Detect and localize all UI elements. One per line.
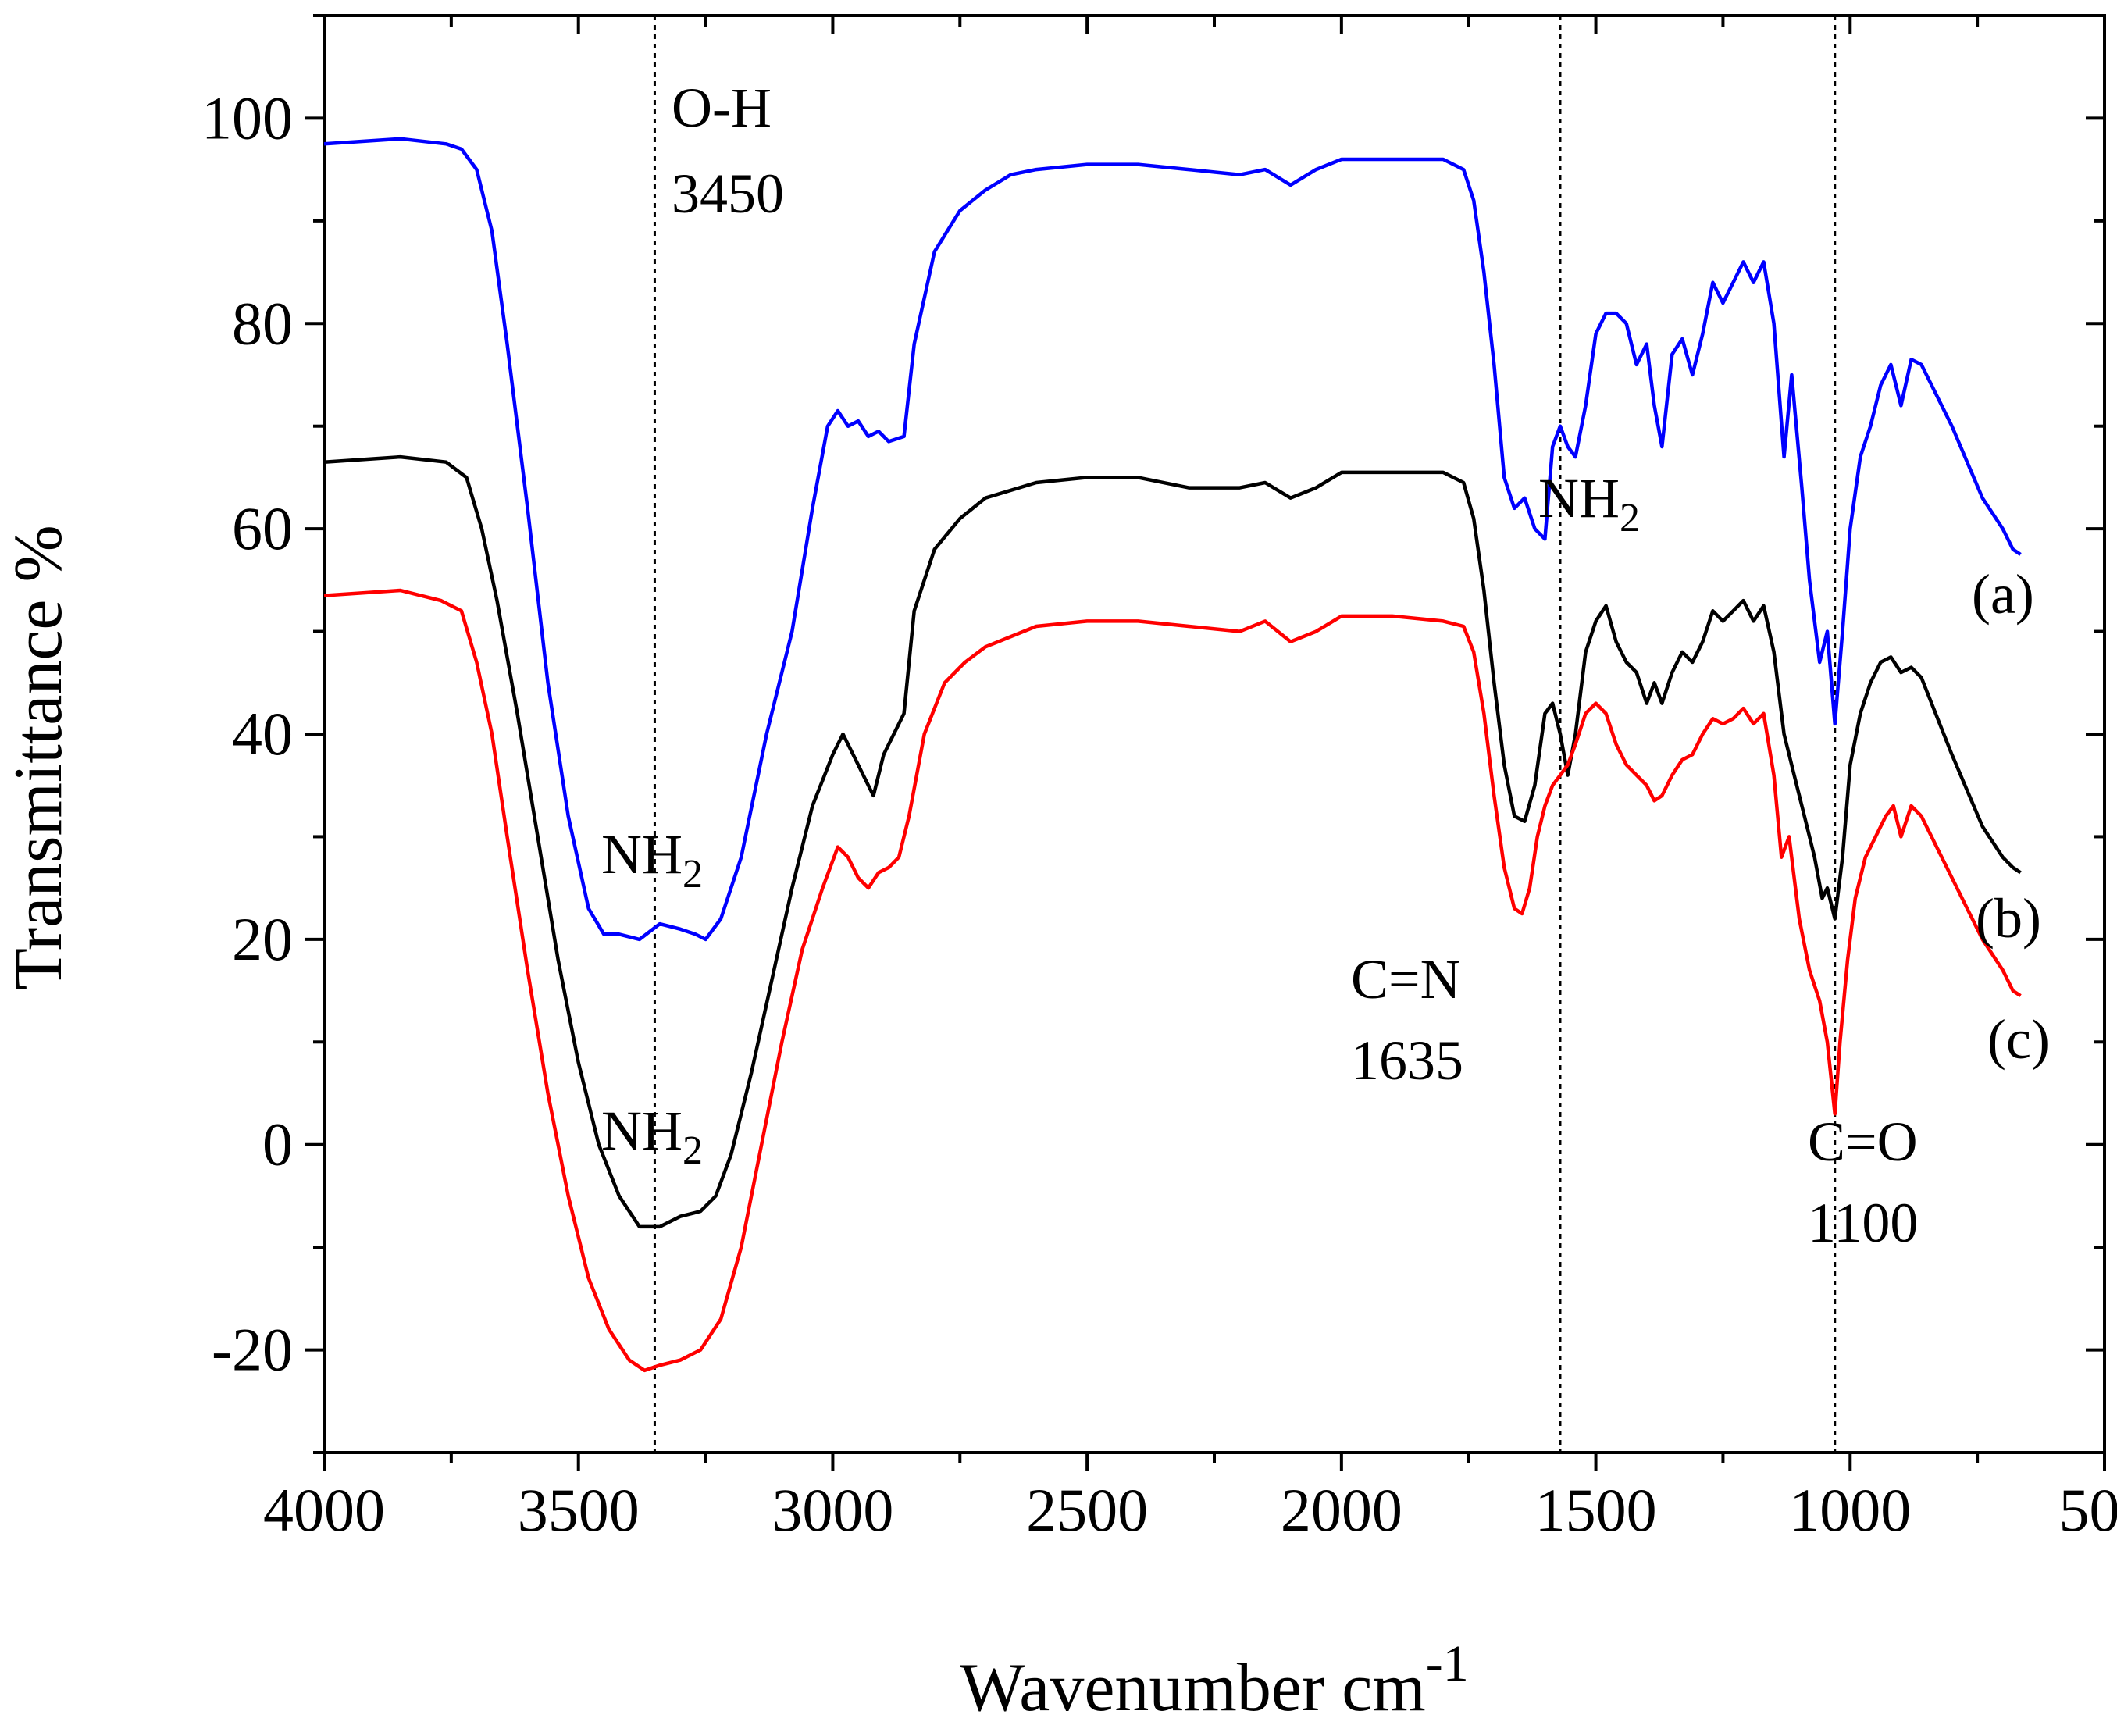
series-label-a: (a) bbox=[1972, 563, 2034, 626]
annotation-nh2-lower: NH2 bbox=[601, 1100, 703, 1173]
y-tick-label--20: -20 bbox=[212, 1316, 293, 1384]
x-tick-label-1000: 1000 bbox=[1789, 1476, 1911, 1544]
annotation-nh2-right-sub: 2 bbox=[1620, 496, 1640, 540]
y-tick-label-40: 40 bbox=[232, 700, 293, 768]
x-tick-label-3500: 3500 bbox=[518, 1476, 640, 1544]
series-line-a bbox=[323, 137, 2022, 942]
y-tick-label-20: 20 bbox=[232, 905, 293, 973]
annotation-nh2-right: NH2 bbox=[1538, 467, 1640, 540]
annotation-nh2-upper-sub: 2 bbox=[683, 852, 703, 897]
x-tick-label-4000: 4000 bbox=[263, 1476, 385, 1544]
annotation-cn-name: C=N bbox=[1351, 948, 1461, 1011]
series-group bbox=[323, 137, 2022, 1373]
reference-lines bbox=[653, 16, 1837, 1453]
y-tick-label-80: 80 bbox=[232, 289, 293, 357]
x-axis-label-text: Wavenumber cm bbox=[960, 1650, 1425, 1726]
annotation-nh2-right-main: NH bbox=[1538, 467, 1620, 529]
annotation-oh-wavenumber: 3450 bbox=[672, 162, 784, 225]
y-axis-label: Transmittance % bbox=[1, 525, 77, 990]
x-tick-label-2000: 2000 bbox=[1281, 1476, 1402, 1544]
annotation-nh2-lower-main: NH bbox=[601, 1100, 683, 1162]
annotation-co-wavenumber: 1100 bbox=[1808, 1192, 1918, 1254]
x-axis-label-superscript: -1 bbox=[1426, 1635, 1469, 1692]
y-tick-label-100: 100 bbox=[201, 84, 293, 151]
x-tick-label-500: 500 bbox=[2059, 1476, 2117, 1544]
series-label-b: (b) bbox=[1976, 887, 2041, 950]
annotation-oh-name: O-H bbox=[672, 77, 772, 139]
x-tick-label-2500: 2500 bbox=[1026, 1476, 1148, 1544]
annotation-nh2-lower-sub: 2 bbox=[683, 1128, 703, 1173]
x-tick-label-1500: 1500 bbox=[1535, 1476, 1657, 1544]
y-tick-label-0: 0 bbox=[262, 1110, 293, 1178]
x-axis-label: Wavenumber cm-1 bbox=[960, 1635, 1468, 1726]
annotation-cn-wavenumber: 1635 bbox=[1351, 1029, 1463, 1092]
annotation-nh2-upper-main: NH bbox=[601, 823, 683, 886]
series-line-c bbox=[323, 588, 2022, 1373]
axes-group: 4000 3500 3000 2500 2000 1500 1000 500 -20 0 20 40 6… bbox=[201, 14, 2117, 1544]
annotation-co-name: C=O bbox=[1808, 1110, 1918, 1173]
series-line-b bbox=[323, 454, 2022, 1229]
y-tick-label-60: 60 bbox=[232, 494, 293, 562]
series-label-c: (c) bbox=[1987, 1008, 2050, 1071]
annotation-nh2-upper: NH2 bbox=[601, 823, 703, 897]
x-tick-label-3000: 3000 bbox=[772, 1476, 893, 1544]
